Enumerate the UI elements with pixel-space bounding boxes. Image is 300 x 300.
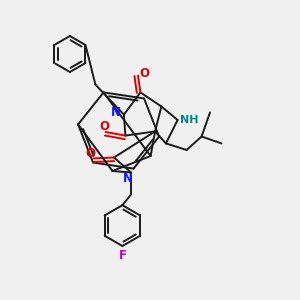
- Text: O: O: [140, 67, 150, 80]
- Text: O: O: [99, 120, 109, 133]
- Text: N: N: [110, 106, 121, 119]
- Text: N: N: [122, 172, 133, 185]
- Text: O: O: [85, 147, 96, 161]
- Text: NH: NH: [180, 115, 198, 125]
- Text: F: F: [118, 249, 126, 262]
